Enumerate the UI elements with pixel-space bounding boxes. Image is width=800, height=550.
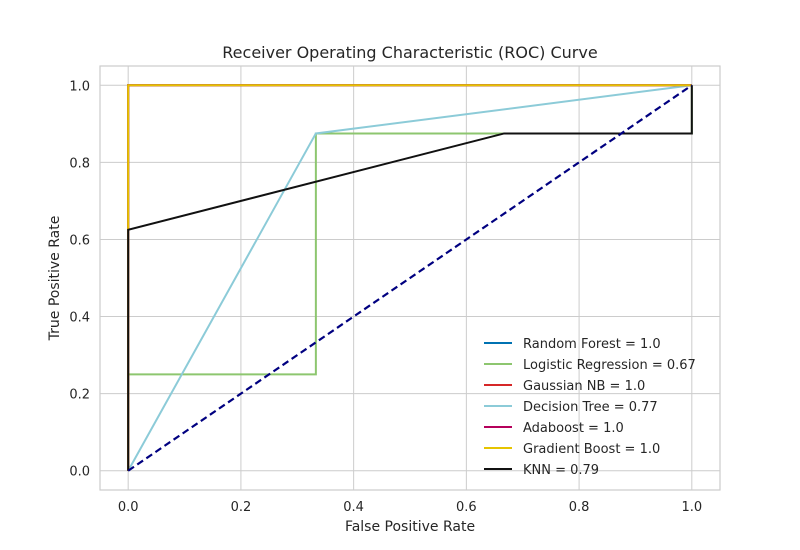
x-axis-label: False Positive Rate	[345, 519, 475, 535]
y-tick-label: 0.6	[69, 233, 90, 248]
series-layer	[127, 84, 693, 472]
y-tick-label: 0.0	[69, 465, 90, 480]
ticks: 0.0 0.2 0.4 0.6 0.8 1.0 0.0 0.2 0.4 0.6 0.8 1.0	[69, 79, 702, 515]
series-line-decision-tree	[127, 84, 692, 472]
chart-title: Receiver Operating Characteristic (ROC) …	[222, 43, 597, 62]
legend: Random Forest = 1.0 Logistic Regression =…	[484, 337, 696, 478]
legend-entry-decision-tree: Decision Tree = 0.77	[523, 400, 658, 415]
legend-entry-adaboost: Adaboost = 1.0	[523, 421, 624, 436]
x-tick-label: 0.4	[343, 500, 364, 515]
legend-entry-gaussian-nb: Gaussian NB = 1.0	[523, 379, 645, 394]
y-tick-label: 1.0	[69, 79, 90, 94]
y-tick-label: 0.8	[69, 156, 90, 171]
legend-entry-random-forest: Random Forest = 1.0	[523, 337, 661, 352]
legend-entry-gradient-boost: Gradient Boost = 1.0	[523, 442, 660, 457]
legend-entry-knn: KNN = 0.79	[523, 463, 599, 478]
y-tick-label: 0.4	[69, 311, 90, 326]
y-tick-label: 0.2	[69, 388, 90, 403]
x-tick-label: 0.2	[231, 500, 252, 515]
x-tick-label: 0.0	[118, 500, 139, 515]
reference-diagonal-line	[127, 84, 693, 472]
plot-frame	[99, 65, 721, 491]
x-tick-label: 1.0	[681, 500, 702, 515]
x-tick-label: 0.6	[456, 500, 477, 515]
x-tick-label: 0.8	[569, 500, 590, 515]
y-axis-label: True Positive Rate	[47, 216, 63, 342]
legend-entry-logistic-regression: Logistic Regression = 0.67	[523, 358, 696, 373]
series-line-knn	[127, 85, 693, 471]
